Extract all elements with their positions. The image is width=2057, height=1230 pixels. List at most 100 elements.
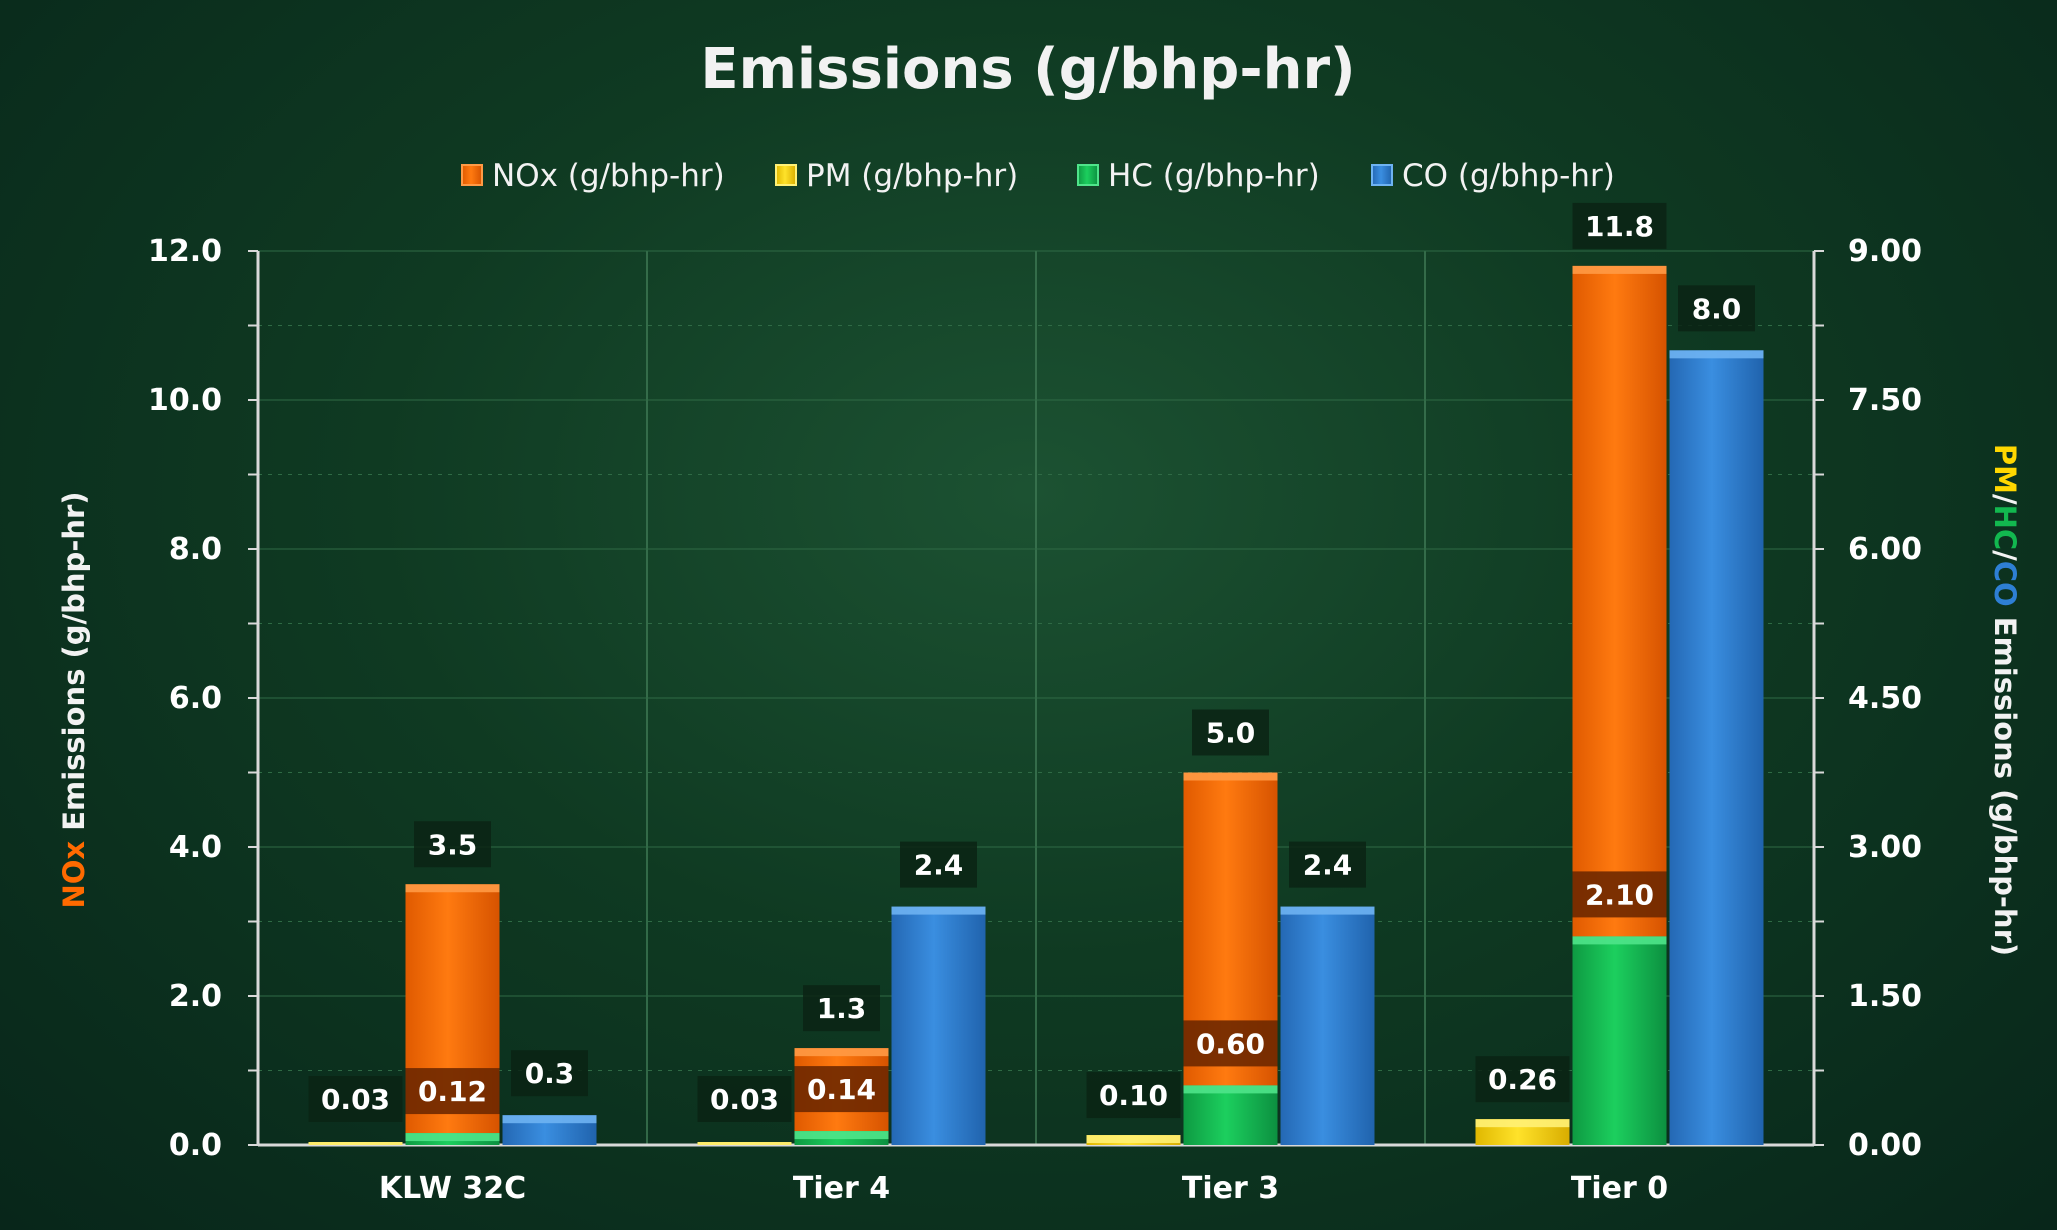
pm-data-label-text: 0.03 bbox=[710, 1083, 779, 1116]
hc-bar bbox=[1183, 1085, 1278, 1145]
nox-data-label-text: 11.8 bbox=[1585, 210, 1654, 243]
co-bar-top bbox=[502, 1115, 597, 1124]
co-bar-top bbox=[891, 906, 986, 915]
nox-data-label-box bbox=[414, 821, 491, 868]
co-data-label-box bbox=[900, 841, 977, 888]
right-tick-label: 4.50 bbox=[1848, 681, 1922, 716]
nox-data-label: 5.0 bbox=[1192, 709, 1269, 756]
left-tick-label: 12.0 bbox=[148, 234, 222, 269]
pm-data-label-text: 0.10 bbox=[1099, 1079, 1168, 1112]
nox-data-label-text: 3.5 bbox=[428, 828, 478, 861]
pm-data-label: 0.03 bbox=[308, 1076, 403, 1122]
left-tick-label: 4.0 bbox=[169, 830, 222, 865]
gridlines bbox=[258, 250, 1814, 1145]
co-data-label-text: 8.0 bbox=[1692, 292, 1742, 325]
hc-data-label: 2.10 bbox=[1572, 871, 1667, 918]
co-data-label-text: 2.4 bbox=[1303, 849, 1353, 882]
right-tick-label: 3.00 bbox=[1848, 830, 1922, 865]
hc-data-label: 0.60 bbox=[1183, 1020, 1278, 1067]
right-axis-tick-labels: 0.00 1.50 3.00 4.50 6.00 7.50 9.00 bbox=[1848, 234, 1922, 1163]
hc-data-label-box bbox=[794, 1066, 889, 1113]
pm-data-label-text: 0.26 bbox=[1488, 1063, 1557, 1096]
co-data-label: 2.4 bbox=[900, 841, 977, 888]
hc-data-label-box bbox=[1572, 871, 1667, 918]
pm-bar-top bbox=[1086, 1135, 1181, 1144]
legend-item: NOx (g/bhp-hr) bbox=[461, 158, 725, 194]
legend-swatch bbox=[1077, 164, 1099, 186]
category-label: Tier 0 bbox=[1571, 1171, 1668, 1206]
category-labels: KLW 32C Tier 4 Tier 3 Tier 0 bbox=[379, 1171, 1668, 1206]
legend-item: HC (g/bhp-hr) bbox=[1077, 158, 1320, 194]
left-tick-label: 10.0 bbox=[148, 383, 222, 418]
hc-data-label-box bbox=[405, 1068, 500, 1115]
co-data-label-text: 0.3 bbox=[525, 1057, 575, 1090]
legend-label: PM (g/bhp-hr) bbox=[806, 158, 1018, 194]
co-bar-top bbox=[1669, 350, 1764, 359]
legend-swatch bbox=[1371, 164, 1393, 186]
left-axis-title: NOx Emissions (g/bhp-hr) bbox=[57, 491, 91, 908]
right-tick-label: 6.00 bbox=[1848, 532, 1922, 567]
left-tick-label: 0.0 bbox=[169, 1128, 222, 1163]
co-data-label: 8.0 bbox=[1678, 285, 1755, 332]
pm-data-label-box bbox=[1475, 1056, 1570, 1103]
right-axis-title-part: / bbox=[1988, 550, 2022, 561]
nox-bar-top bbox=[1572, 265, 1667, 274]
right-tick-label: 0.00 bbox=[1848, 1128, 1922, 1163]
right-axis-title-part: PM bbox=[1988, 444, 2022, 494]
right-axis-title-part: / bbox=[1988, 494, 2022, 505]
right-tick-label: 7.50 bbox=[1848, 383, 1922, 418]
pm-data-label-box bbox=[1086, 1072, 1181, 1119]
co-bar bbox=[1280, 906, 1375, 1145]
legend-label: NOx (g/bhp-hr) bbox=[492, 158, 725, 194]
hc-data-label: 0.14 bbox=[794, 1066, 889, 1113]
co-bar bbox=[891, 906, 986, 1145]
legend-label: HC (g/bhp-hr) bbox=[1108, 158, 1320, 194]
co-bar-top bbox=[1280, 906, 1375, 915]
right-axis-title-part: HC bbox=[1988, 505, 2022, 551]
nox-data-label-text: 1.3 bbox=[817, 992, 867, 1025]
left-axis-tick-labels: 0.0 2.0 4.0 6.0 8.0 10.0 12.0 bbox=[148, 234, 222, 1163]
hc-bar-top bbox=[405, 1133, 500, 1142]
hc-data-label-text: 0.60 bbox=[1196, 1027, 1265, 1060]
co-bar bbox=[1669, 350, 1764, 1145]
hc-bar-top bbox=[1572, 936, 1667, 945]
right-tick-label: 9.00 bbox=[1848, 234, 1922, 269]
legend-swatch bbox=[775, 164, 797, 186]
hc-bar-top bbox=[1183, 1085, 1278, 1094]
left-axis-title-part: NOx bbox=[57, 841, 91, 909]
nox-data-label-box bbox=[1572, 202, 1667, 249]
co-data-label-box bbox=[1678, 285, 1755, 332]
pm-bar-top bbox=[697, 1142, 792, 1145]
pm-data-label: 0.10 bbox=[1086, 1072, 1181, 1119]
pm-data-label-box bbox=[697, 1076, 792, 1122]
nox-data-label: 1.3 bbox=[803, 985, 880, 1032]
legend-swatch bbox=[461, 164, 483, 186]
co-data-label-box bbox=[511, 1050, 588, 1097]
bars bbox=[308, 265, 1764, 1145]
category-label: Tier 3 bbox=[1182, 1171, 1279, 1206]
pm-data-label: 0.03 bbox=[697, 1076, 792, 1122]
co-data-label: 0.3 bbox=[511, 1050, 588, 1097]
legend-item: CO (g/bhp-hr) bbox=[1371, 158, 1615, 194]
nox-data-label: 3.5 bbox=[414, 821, 491, 868]
hc-data-label: 0.12 bbox=[405, 1068, 500, 1115]
pm-data-label-box bbox=[308, 1076, 403, 1122]
nox-data-label-box bbox=[803, 985, 880, 1032]
co-data-label-text: 2.4 bbox=[914, 849, 964, 882]
hc-data-label-text: 0.14 bbox=[807, 1073, 876, 1106]
chart-title: Emissions (g/bhp-hr) bbox=[700, 37, 1355, 102]
legend-item: PM (g/bhp-hr) bbox=[775, 158, 1018, 194]
pm-data-label: 0.26 bbox=[1475, 1056, 1570, 1103]
category-label: KLW 32C bbox=[379, 1171, 526, 1206]
co-data-label: 2.4 bbox=[1289, 841, 1366, 888]
right-tick-label: 1.50 bbox=[1848, 979, 1922, 1014]
nox-data-label-box bbox=[1192, 709, 1269, 756]
hc-data-label-box bbox=[1183, 1020, 1278, 1067]
co-data-label-box bbox=[1289, 841, 1366, 888]
pm-bar-top bbox=[308, 1142, 403, 1145]
legend: NOx (g/bhp-hr) PM (g/bhp-hr) HC (g/bhp-hr)… bbox=[461, 158, 1615, 194]
right-axis-title: PM/HC/CO Emissions (g/bhp-hr) bbox=[1988, 444, 2022, 956]
hc-data-label-text: 0.12 bbox=[418, 1075, 487, 1108]
hc-bar bbox=[1572, 936, 1667, 1145]
